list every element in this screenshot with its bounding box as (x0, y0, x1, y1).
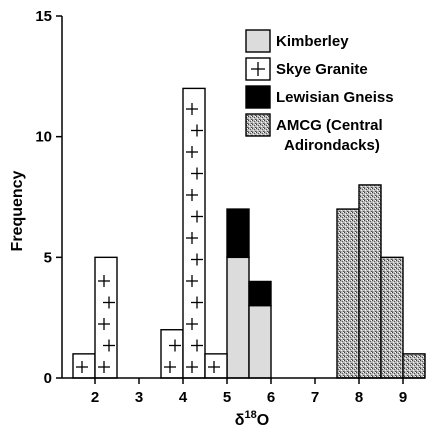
bar-rect (380, 256, 404, 379)
bar-rect (248, 304, 272, 379)
bar-rect (226, 208, 250, 259)
bar (248, 280, 272, 307)
y-tick-label: 0 (44, 370, 52, 387)
series-amcg-central-adirondacks (336, 184, 426, 379)
bar (248, 304, 272, 379)
bar-rect (248, 280, 272, 307)
legend-swatch (245, 85, 271, 109)
x-tick-label: 4 (179, 389, 188, 406)
bar (160, 329, 184, 379)
bar-rect (160, 329, 184, 379)
legend-label: Skye Granite (276, 61, 368, 78)
x-tick-label: 3 (135, 389, 143, 406)
legend-label: AMCG (Central (276, 117, 383, 134)
axes-layer: 0 5 10 15 2 3 4 5 6 7 8 9 (35, 8, 425, 406)
bar (182, 87, 206, 379)
y-tick-label: 5 (44, 249, 52, 266)
bar (358, 184, 382, 379)
bar (204, 353, 228, 379)
x-tick-label: 2 (91, 389, 99, 406)
x-axis-label: δ18O (235, 409, 269, 429)
bar (94, 256, 118, 379)
bar (72, 353, 96, 379)
y-tick-label: 10 (35, 129, 52, 146)
bar (402, 353, 426, 379)
bar-rect (94, 256, 118, 379)
series-lewisian-gneiss (226, 208, 272, 307)
x-tick-label: 7 (311, 389, 319, 406)
legend-label: Lewisian Gneiss (276, 89, 394, 106)
bar-rect (358, 184, 382, 379)
bars-layer (72, 87, 426, 379)
x-axis-label-symbol: δ (235, 412, 245, 429)
bar-rect (182, 87, 206, 379)
legend-label: Kimberley (276, 33, 349, 50)
legend-swatch (245, 29, 271, 53)
legend-item: Skye Granite (245, 57, 368, 81)
bar-rect (336, 208, 360, 379)
legend: Kimberley Skye Granite Lewisian Gneiss AMCG… (245, 29, 394, 154)
x-tick-label: 5 (223, 389, 231, 406)
legend-item: Lewisian Gneiss (245, 85, 394, 109)
legend-swatch (245, 113, 271, 137)
legend-item: Kimberley (245, 29, 349, 53)
y-axis-label: Frequency (9, 170, 26, 251)
bar-rect (72, 353, 96, 379)
bar-rect (226, 256, 250, 379)
bar (380, 256, 404, 379)
y-tick-label: 15 (35, 8, 52, 25)
bar (336, 208, 360, 379)
x-axis-label-superscript: 18 (245, 409, 257, 421)
bar-rect (402, 353, 426, 379)
legend-label: Adirondacks) (284, 137, 380, 154)
series-kimberley (226, 256, 272, 379)
bar (226, 208, 250, 259)
legend-item: AMCG (Central Adirondacks) (245, 113, 383, 154)
bar (226, 256, 250, 379)
x-tick-label: 8 (355, 389, 363, 406)
bar-rect (204, 353, 228, 379)
x-tick-label: 6 (267, 389, 275, 406)
x-tick-label: 9 (399, 389, 407, 406)
series-skye-granite (72, 87, 228, 379)
x-axis-label-suffix: O (257, 412, 269, 429)
